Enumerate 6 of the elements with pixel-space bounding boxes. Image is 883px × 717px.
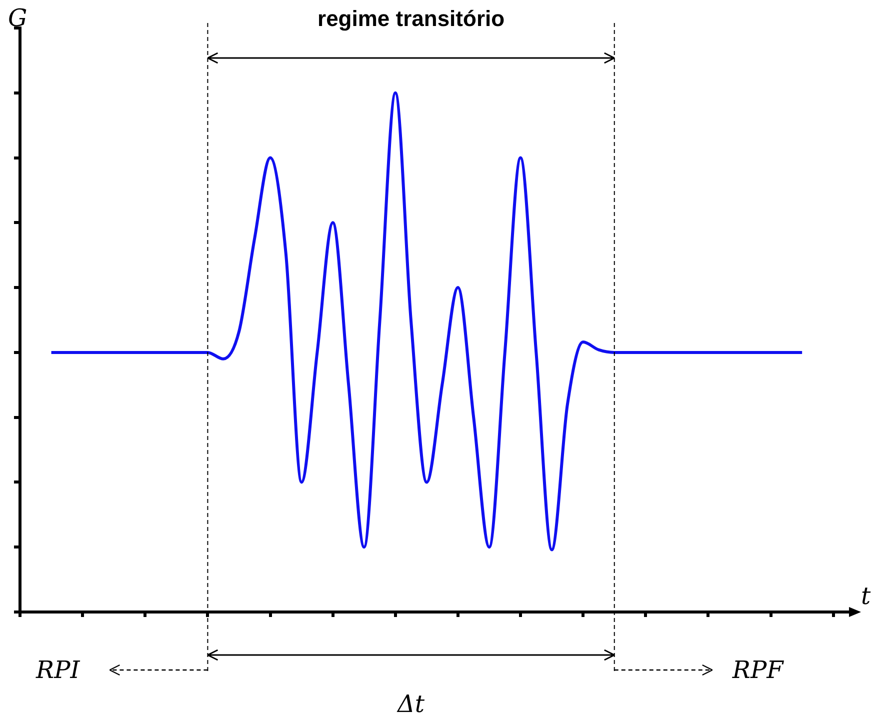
y-axis-title: G — [8, 4, 28, 32]
text: Δt — [398, 690, 425, 717]
text: RPF — [732, 656, 784, 684]
x-axis-title: t — [861, 582, 871, 610]
text: RPI — [36, 656, 80, 684]
text: regime transitório — [318, 6, 505, 32]
